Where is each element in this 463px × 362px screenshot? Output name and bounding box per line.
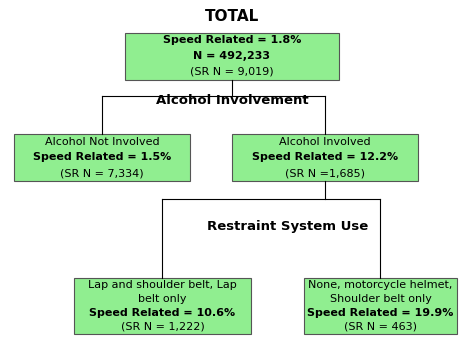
Text: (SR N = 463): (SR N = 463) — [343, 322, 416, 332]
Text: Shoulder belt only: Shoulder belt only — [329, 294, 431, 304]
Text: Lap and shoulder belt, Lap: Lap and shoulder belt, Lap — [88, 280, 236, 290]
Text: (SR N =1,685): (SR N =1,685) — [284, 168, 364, 178]
Text: None, motorcycle helmet,: None, motorcycle helmet, — [307, 280, 452, 290]
Text: (SR N = 7,334): (SR N = 7,334) — [60, 168, 144, 178]
Text: (SR N = 1,222): (SR N = 1,222) — [120, 322, 204, 332]
FancyBboxPatch shape — [303, 278, 456, 334]
Text: Alcohol Involved: Alcohol Involved — [278, 137, 370, 147]
FancyBboxPatch shape — [232, 134, 417, 181]
Text: Speed Related = 1.8%: Speed Related = 1.8% — [163, 35, 300, 45]
Text: belt only: belt only — [138, 294, 186, 304]
FancyBboxPatch shape — [74, 278, 250, 334]
Text: Speed Related = 19.9%: Speed Related = 19.9% — [307, 308, 453, 318]
Text: Alcohol Not Involved: Alcohol Not Involved — [44, 137, 159, 147]
Text: Speed Related = 10.6%: Speed Related = 10.6% — [89, 308, 235, 318]
Text: N = 492,233: N = 492,233 — [193, 51, 270, 61]
Text: Restraint System Use: Restraint System Use — [206, 220, 368, 233]
Text: Speed Related = 12.2%: Speed Related = 12.2% — [251, 152, 397, 163]
Text: Alcohol Involvement: Alcohol Involvement — [156, 94, 307, 107]
FancyBboxPatch shape — [14, 134, 190, 181]
FancyBboxPatch shape — [125, 33, 338, 80]
Text: Speed Related = 1.5%: Speed Related = 1.5% — [33, 152, 171, 163]
Text: (SR N = 9,019): (SR N = 9,019) — [190, 67, 273, 77]
Text: TOTAL: TOTAL — [205, 9, 258, 24]
